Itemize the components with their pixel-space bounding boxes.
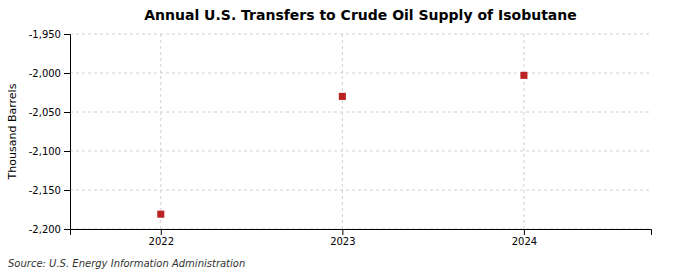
tick-label: 2024 [512, 236, 537, 247]
tick-label: 2023 [330, 236, 355, 247]
grid-line [70, 190, 651, 191]
grid-line [342, 34, 343, 229]
y-tick: -2,000 [29, 68, 70, 79]
x-axis: 2022 2023 2024 [71, 229, 652, 247]
grid-line [70, 151, 651, 152]
point [520, 72, 527, 79]
axis-line [64, 35, 71, 230]
tick-mark [64, 229, 70, 230]
grid-line [70, 34, 651, 35]
tick-mark [64, 34, 70, 35]
tick-mark [64, 112, 70, 113]
y-tick: -2,050 [29, 107, 70, 118]
tick-mark [64, 151, 70, 152]
tick-mark [342, 229, 343, 235]
grid-line [70, 73, 651, 74]
annotation: Source: U.S. Energy Information Administ… [8, 258, 245, 269]
axis-line [71, 230, 652, 236]
x-tick: 2024 [512, 229, 537, 247]
tick-mark [64, 73, 70, 74]
tick-label: -2,000 [29, 68, 61, 79]
x-tick: 2023 [330, 229, 355, 247]
y-tick: -2,150 [29, 185, 70, 196]
tick-mark [524, 229, 525, 235]
title: Annual U.S. Transfers to Crude Oil Suppl… [144, 7, 577, 23]
y-tick: -2,100 [29, 146, 70, 157]
tick-label: -2,050 [29, 107, 61, 118]
tick-label: -1,950 [29, 29, 61, 40]
tick-label: -2,100 [29, 146, 61, 157]
y-axis-title: Thousand Barrels [6, 83, 19, 180]
grid-line [70, 112, 651, 113]
chart: 2022 2023 2024 -2,200 -2,150 -2,100 -2,050 -2,0… [0, 0, 675, 275]
y-tick: -1,950 [29, 29, 70, 40]
tick-mark [64, 190, 70, 191]
point [157, 211, 164, 218]
tick-label: -2,150 [29, 185, 61, 196]
grid [70, 34, 651, 229]
plot: 2022 2023 2024 -2,200 -2,150 -2,100 -2,050 -2,0… [29, 29, 652, 247]
y-axis: -2,200 -2,150 -2,100 -2,050 -2,000 -1,950 [29, 29, 71, 235]
points [157, 72, 527, 218]
tick-label: 2022 [149, 236, 174, 247]
grid-line [160, 34, 161, 229]
tick-label: -2,200 [29, 224, 61, 235]
tick-mark [161, 229, 162, 235]
point [339, 93, 346, 100]
grid-line [523, 34, 524, 229]
x-tick: 2022 [149, 229, 174, 247]
y-tick: -2,200 [29, 224, 70, 235]
